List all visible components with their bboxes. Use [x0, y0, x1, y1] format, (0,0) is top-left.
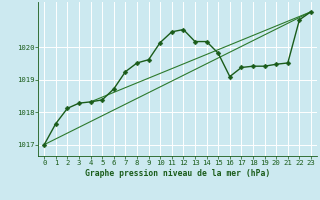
X-axis label: Graphe pression niveau de la mer (hPa): Graphe pression niveau de la mer (hPa): [85, 169, 270, 178]
